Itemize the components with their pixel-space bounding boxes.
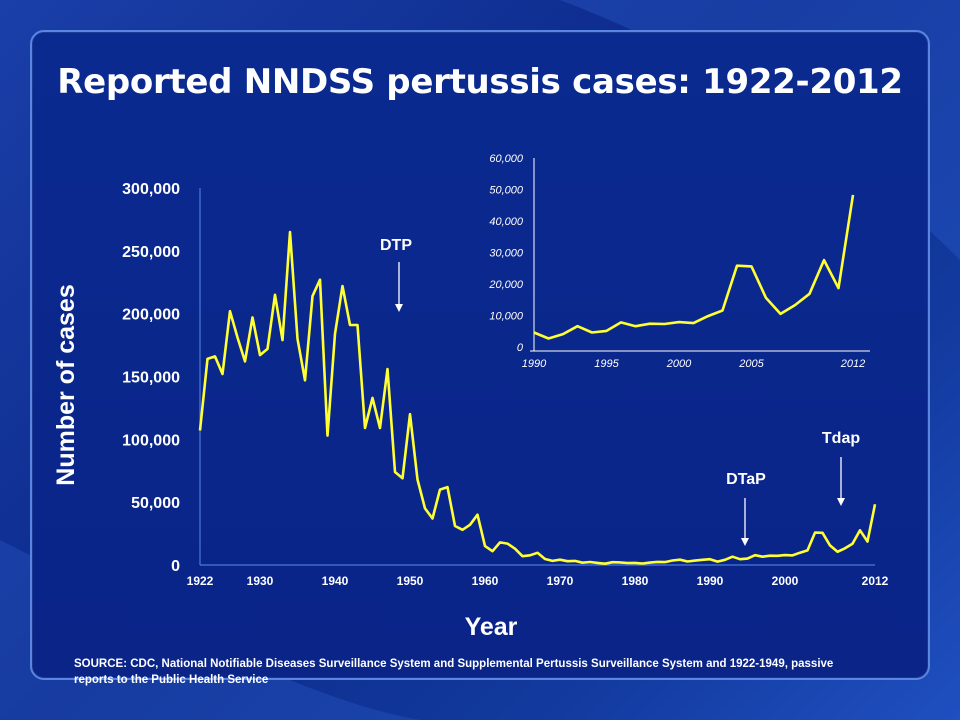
chart-panel	[30, 30, 930, 680]
y-tick-label: 0	[171, 558, 180, 575]
x-tick-label: 2000	[772, 574, 799, 588]
inset-y-tick-label: 20,000	[488, 279, 524, 291]
annotation-arrowhead-dtp	[395, 304, 403, 312]
y-tick-label: 250,000	[122, 244, 180, 261]
y-tick-label: 100,000	[122, 432, 180, 449]
inset-y-tick-label: 0	[517, 342, 524, 354]
main-axes	[199, 188, 875, 566]
y-tick-label: 200,000	[122, 307, 180, 324]
series-line-cases	[198, 230, 877, 566]
inset-y-tick-label: 10,000	[489, 311, 524, 323]
annotation-arrowhead-tdap	[837, 498, 845, 506]
inset-x-tick-label: 2005	[738, 358, 764, 370]
x-tick-label: 1940	[322, 574, 349, 588]
x-tick-label: 1960	[472, 574, 499, 588]
y-tick-label: 150,000	[122, 370, 180, 387]
annotations: DTP DTaP Tdap	[380, 237, 860, 546]
inset-y-tick-label: 30,000	[489, 248, 524, 260]
annotation-label-tdap: Tdap	[822, 430, 860, 447]
chart-title: Reported NNDSS pertussis cases: 1922-201…	[57, 62, 903, 102]
main-tick-labels: 0 50,000 100,000 150,000 200,000 250,000 300,0…	[122, 181, 889, 588]
inset-x-tick-label: 1995	[594, 358, 619, 370]
annotation-arrowhead-dtap	[741, 538, 749, 546]
x-axis-label: Year	[465, 613, 518, 641]
annotation-label-dtp: DTP	[380, 237, 412, 254]
x-tick-label: 1930	[247, 574, 274, 588]
y-tick-label: 50,000	[131, 495, 180, 512]
inset-x-tick-label: 2000	[666, 358, 692, 370]
inset-y-tick-label: 60,000	[489, 153, 524, 165]
inset-x-tick-label: 2012	[840, 358, 865, 370]
x-tick-label: 1990	[697, 574, 724, 588]
x-tick-label: 2012	[862, 574, 889, 588]
inset-x-tick-label: 1990	[522, 358, 547, 370]
x-tick-label: 1922	[187, 574, 214, 588]
main-series	[198, 230, 877, 566]
x-tick-label: 1950	[397, 574, 424, 588]
y-axis-label: Number of cases	[52, 284, 80, 485]
y-tick-label: 300,000	[122, 181, 180, 198]
annotation-label-dtap: DTaP	[726, 471, 766, 488]
x-tick-label: 1980	[622, 574, 649, 588]
inset-y-tick-label: 50,000	[489, 185, 524, 197]
inset-chart: 0 10,000 20,000 30,000 40,000 50,000 60,000 199…	[488, 153, 870, 370]
source-note: SOURCE: CDC, National Notifiable Disease…	[74, 658, 834, 686]
inset-series-line-cases	[533, 194, 855, 340]
x-tick-label: 1970	[547, 574, 574, 588]
inset-y-tick-label: 40,000	[489, 216, 524, 228]
